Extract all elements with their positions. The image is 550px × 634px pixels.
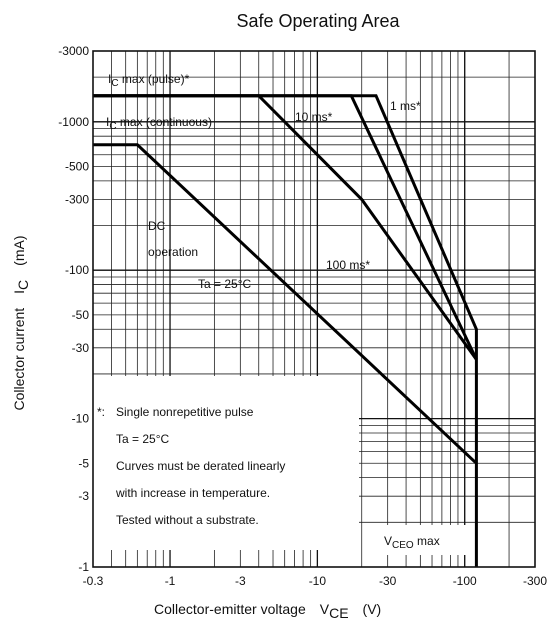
x-tick-label: -0.3: [83, 574, 104, 588]
vceo-label-box: [380, 525, 477, 555]
ic-max-pulse-label: IC max (pulse)*: [108, 72, 190, 89]
x-axis-label-unit: (V): [363, 601, 382, 617]
y-axis-label-prefix: Collector current: [11, 308, 27, 411]
note-line-2: Ta = 25°C: [116, 432, 169, 446]
x-axis-label-symbol: V: [320, 601, 330, 617]
curves-layer: [93, 94, 478, 567]
y-tick-label: -1000: [58, 115, 89, 129]
ten-ms-label: 10 ms*: [295, 110, 333, 124]
x-tick-label: -1: [165, 574, 176, 588]
note-line-3: Curves must be derated linearly: [116, 459, 285, 473]
dc-label-line2: operation: [148, 245, 198, 259]
note-line-1: Single nonrepetitive pulse: [116, 405, 254, 419]
y-tick-label: -500: [65, 159, 89, 173]
y-tick-label: -30: [72, 341, 90, 355]
y-tick-label: -50: [72, 308, 90, 322]
x-axis-label-subscript: CE: [329, 605, 348, 621]
notes-box: [93, 376, 359, 550]
y-tick-label: -5: [78, 456, 89, 470]
hundred-ms-label: 100 ms*: [326, 258, 370, 272]
svg-text:Collector currentIC(mA): Collector current IC (mA): [11, 235, 31, 410]
vceo-max-label: VCEO max: [384, 534, 440, 551]
y-axis-label-symbol: I: [11, 290, 27, 294]
y-tick-label: -3000: [58, 44, 89, 58]
notes-marker: *:: [97, 405, 105, 419]
plot-frame: [92, 50, 536, 568]
y-axis-label-unit: (mA): [11, 235, 27, 265]
y-axis-label-subscript: C: [15, 280, 31, 290]
dc-label-line1: DC: [148, 219, 166, 233]
one-ms-label: 1 ms*: [390, 99, 421, 113]
note-line-5: Tested without a substrate.: [116, 513, 259, 527]
y-tick-label: -10: [72, 412, 90, 426]
y-tick-label: -1: [78, 560, 89, 574]
x-tick-label: -10: [309, 574, 327, 588]
y-tick-label: -300: [65, 192, 89, 206]
y-tick-label: -3: [78, 489, 89, 503]
y-tick-labels: -3000 -1000 -500 -300 -100 -50 -30 -10 -5 -3 -1: [58, 44, 89, 574]
ic-max-continuous-label: IC max (continuous): [106, 115, 212, 132]
chart-title: Safe Operating Area: [236, 11, 400, 31]
ta-curve-label: Ta = 25°C: [198, 277, 251, 291]
x-tick-label: -100: [453, 574, 477, 588]
curve-series-3: [93, 94, 478, 361]
x-tick-label: -3: [235, 574, 246, 588]
x-tick-label: -30: [379, 574, 397, 588]
y-tick-label: -100: [65, 263, 89, 277]
x-axis-label: Collector-emitter voltage VCE (V): [154, 601, 381, 621]
y-axis-label: Collector current IC (mA): [11, 235, 31, 410]
note-line-4: with increase in temperature.: [115, 486, 270, 500]
curve-series-4: [93, 143, 478, 465]
x-tick-labels: -0.3 -1 -3 -10 -30 -100 -300: [83, 574, 548, 588]
x-axis-label-prefix: Collector-emitter voltage: [154, 601, 306, 617]
x-tick-label: -300: [523, 574, 547, 588]
